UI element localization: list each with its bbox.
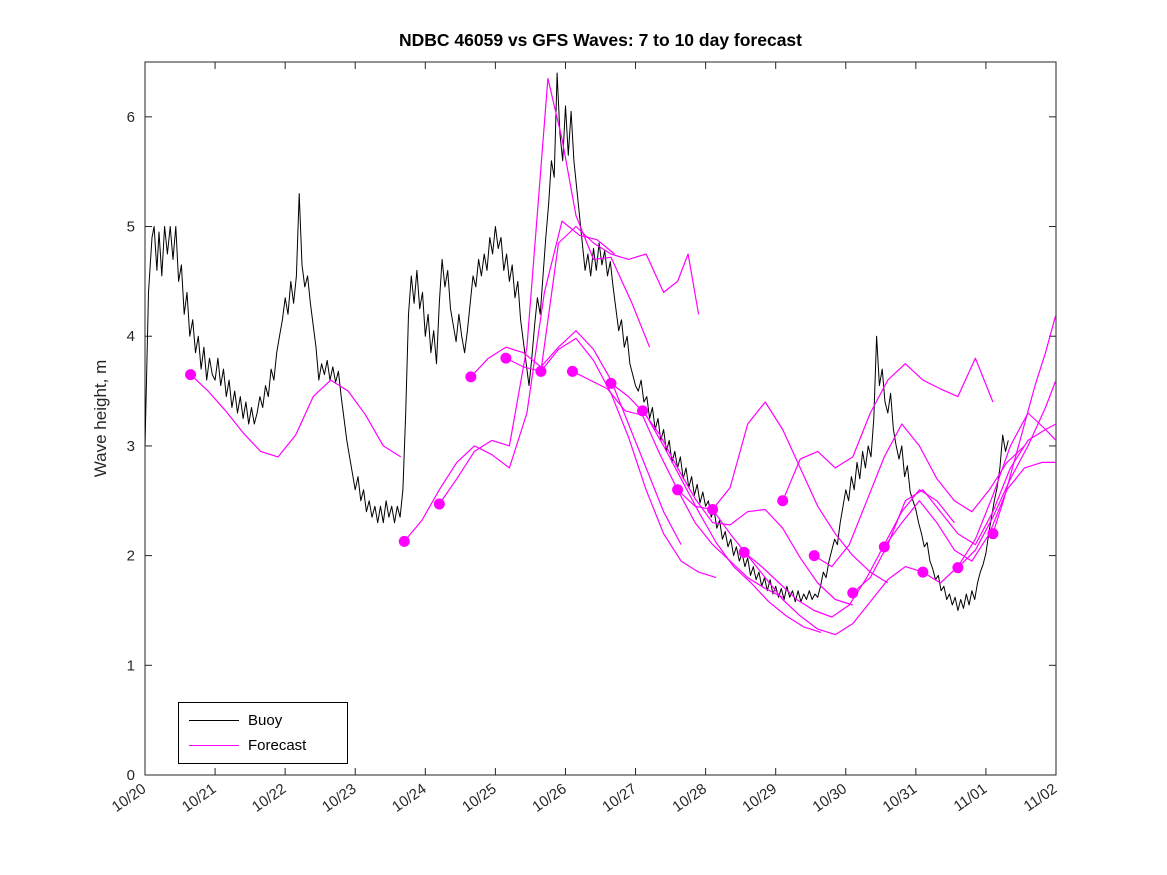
y-tick-label: 1 bbox=[127, 657, 135, 674]
forecast-line bbox=[470, 330, 682, 545]
forecast-line bbox=[957, 379, 1056, 569]
x-tick-label: 10/30 bbox=[810, 780, 851, 815]
forecast-start-marker bbox=[185, 369, 197, 381]
forecast-line bbox=[922, 412, 1056, 584]
x-tick-label: 10/26 bbox=[529, 780, 570, 815]
forecast-line-swatch bbox=[189, 745, 239, 747]
series-group bbox=[145, 72, 1056, 636]
x-tick-label: 10/22 bbox=[249, 780, 290, 815]
forecast-start-marker bbox=[500, 352, 512, 364]
x-tick-label: 10/27 bbox=[599, 780, 640, 815]
x-tick-label: 10/28 bbox=[669, 780, 710, 815]
x-tick-label: 10/21 bbox=[179, 780, 220, 815]
forecast-start-marker bbox=[566, 365, 578, 377]
forecast-line bbox=[190, 374, 402, 458]
buoy-line-swatch bbox=[189, 719, 239, 721]
x-tick-label: 11/02 bbox=[1021, 780, 1061, 815]
forecast-line bbox=[743, 489, 955, 618]
x-tick-label: 10/20 bbox=[109, 780, 150, 815]
forecast-start-marker bbox=[987, 528, 999, 540]
forecast-start-marker bbox=[637, 405, 649, 417]
forecast-start-marker bbox=[535, 365, 547, 377]
forecast-start-marker bbox=[952, 562, 964, 574]
forecast-line bbox=[642, 410, 853, 606]
forecast-start-marker bbox=[605, 377, 617, 389]
forecast-line bbox=[712, 509, 924, 636]
forecast-start-marker bbox=[878, 541, 890, 553]
y-tick-label: 3 bbox=[127, 438, 135, 455]
forecast-start-marker bbox=[398, 535, 410, 547]
forecast-line bbox=[782, 357, 994, 502]
forecast-start-marker bbox=[738, 546, 750, 558]
y-tick-label: 5 bbox=[127, 219, 135, 236]
y-tick-label: 2 bbox=[127, 548, 135, 565]
forecast-start-marker bbox=[707, 504, 719, 516]
axes-box bbox=[144, 61, 1057, 776]
x-tick-label: 11/01 bbox=[951, 780, 991, 815]
y-tick-label: 4 bbox=[127, 328, 135, 345]
y-tick-label: 6 bbox=[127, 109, 135, 126]
buoy-line bbox=[145, 72, 1009, 611]
x-tick-label: 10/23 bbox=[319, 780, 360, 815]
y-axis-label: Wave height, m bbox=[91, 360, 110, 477]
forecast-start-marker bbox=[465, 371, 477, 383]
forecast-start-marker bbox=[808, 550, 820, 562]
forecast-start-marker bbox=[847, 587, 859, 599]
forecast-line bbox=[572, 370, 783, 598]
forecast-start-marker bbox=[917, 566, 929, 578]
forecast-line bbox=[813, 423, 1025, 568]
x-tick-label: 10/31 bbox=[880, 780, 921, 815]
forecast-start-marker bbox=[777, 495, 789, 507]
legend: Buoy Forecast bbox=[178, 702, 348, 764]
forecast-line bbox=[540, 225, 700, 372]
x-tick-label: 10/24 bbox=[389, 780, 430, 815]
chart-title: NDBC 46059 vs GFS Waves: 7 to 10 day for… bbox=[399, 30, 802, 50]
forecast-line bbox=[438, 77, 651, 505]
forecast-line bbox=[677, 401, 889, 584]
legend-item-buoy: Buoy bbox=[179, 712, 347, 729]
forecast-start-marker bbox=[433, 498, 445, 510]
forecast-line bbox=[403, 220, 615, 542]
forecast-line bbox=[992, 314, 1056, 534]
x-tick-label: 10/25 bbox=[459, 780, 500, 815]
forecast-line bbox=[883, 461, 1056, 562]
x-tick-label: 10/29 bbox=[739, 780, 780, 815]
forecast-start-marker bbox=[672, 484, 684, 496]
legend-label-buoy: Buoy bbox=[248, 711, 283, 729]
legend-label-forecast: Forecast bbox=[248, 737, 307, 755]
legend-item-forecast: Forecast bbox=[179, 737, 347, 754]
y-tick-label: 0 bbox=[127, 767, 135, 784]
